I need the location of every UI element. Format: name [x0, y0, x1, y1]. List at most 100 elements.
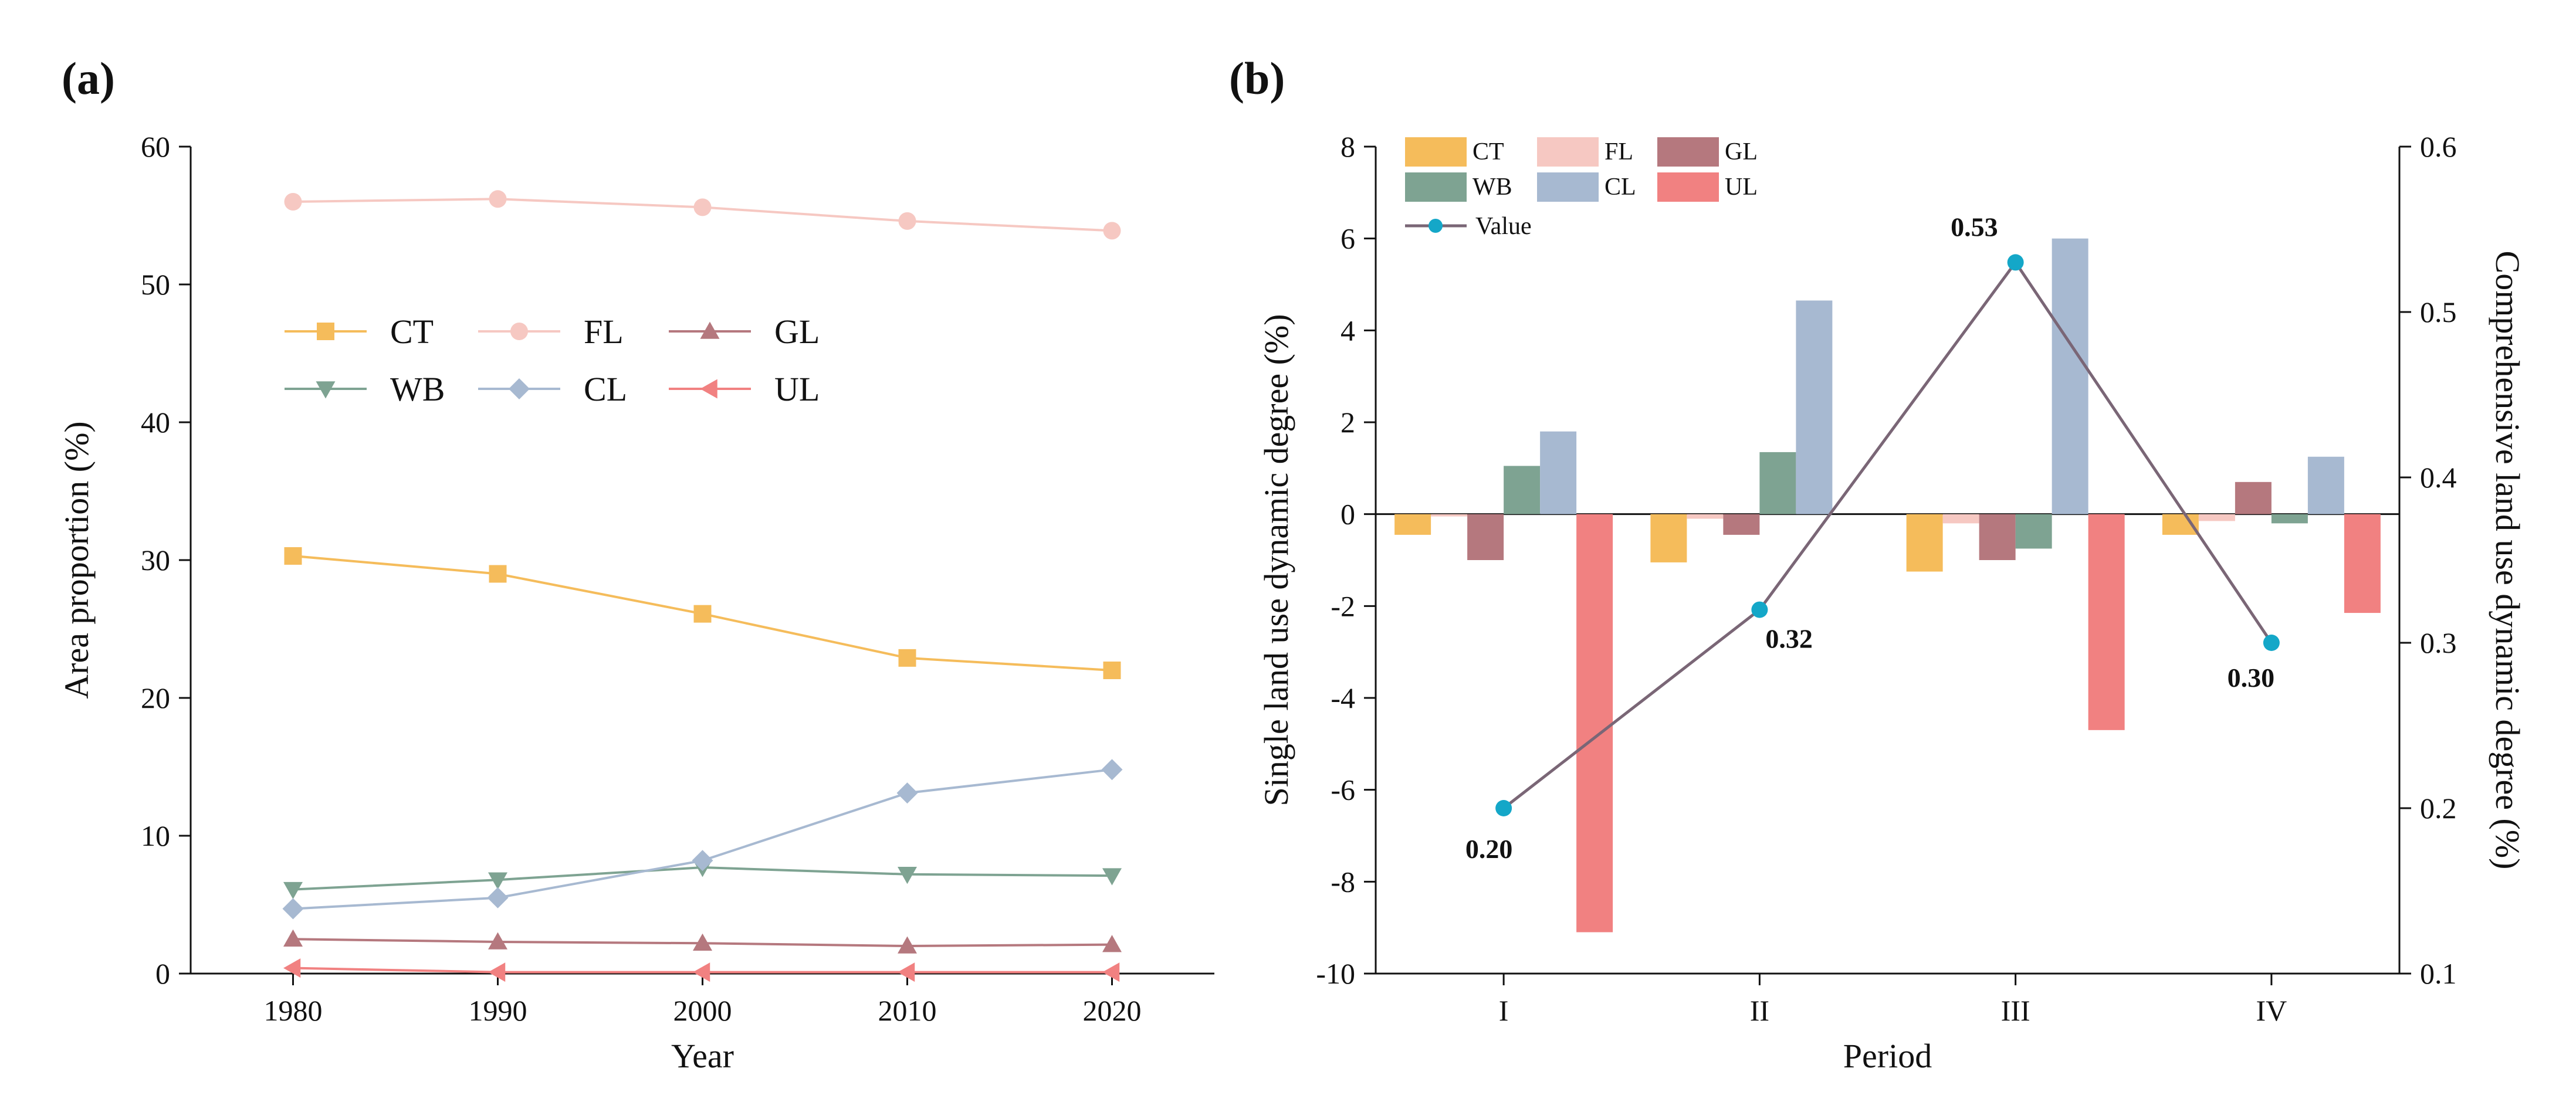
bar-wb: [1504, 466, 1541, 514]
legend-marker-gl: [700, 321, 720, 339]
point-ct: [693, 605, 712, 623]
legend-label-cl: CL: [584, 370, 627, 408]
point-ul: [283, 958, 301, 978]
legend-label-gl: GL: [1725, 138, 1758, 165]
point-ul: [488, 962, 506, 982]
bar-gl: [2235, 482, 2272, 514]
bar-ct: [1906, 514, 1943, 572]
legend-label-ul: UL: [774, 370, 820, 408]
legend-label-wb: WB: [390, 370, 445, 408]
legend-label-ul: UL: [1725, 174, 1758, 201]
y-tick-label: 2: [1341, 406, 1355, 439]
point-wb: [488, 872, 507, 890]
point-gl: [693, 933, 712, 951]
bar-gl: [1723, 514, 1760, 535]
y-tick-label: 30: [141, 544, 170, 577]
bar-fl: [1431, 514, 1468, 517]
legend-label-fl: FL: [584, 313, 624, 351]
point-cl: [487, 887, 509, 908]
y-tick-label: 20: [141, 681, 170, 714]
x-tick-label: IV: [2256, 994, 2287, 1027]
point-ul: [898, 962, 915, 982]
point-gl: [488, 932, 507, 950]
point-cl: [282, 898, 304, 920]
y-axis-title: Single land use dynamic degree (%): [1257, 314, 1295, 806]
point-fl: [693, 198, 712, 216]
value-data-label: 0.20: [1465, 834, 1513, 864]
bar-wb: [1759, 452, 1796, 514]
x-axis-title: Period: [1843, 1037, 1932, 1075]
legend-swatch-ul: [1657, 172, 1719, 202]
bar-ct: [1394, 514, 1431, 535]
bar-gl: [1979, 514, 2016, 560]
legend-marker-ct: [317, 323, 334, 340]
bar-ul: [2344, 514, 2381, 613]
y-tick-label: 4: [1341, 314, 1355, 347]
x-tick-label: 2000: [673, 994, 732, 1027]
legend-marker-fl: [510, 323, 528, 340]
legend-label-wb: WB: [1473, 174, 1512, 201]
point-fl: [284, 193, 302, 211]
value-data-label: 0.32: [1765, 624, 1813, 654]
bar-cl: [1540, 431, 1577, 514]
value-point: [1495, 800, 1512, 816]
y-tick-label: 50: [141, 268, 170, 301]
point-ct: [284, 547, 302, 565]
x-tick-label: 1980: [264, 994, 323, 1027]
bar-cl: [2052, 238, 2088, 514]
point-gl: [898, 936, 917, 954]
value-point: [2007, 254, 2024, 271]
bar-fl: [1942, 514, 1979, 524]
legend-label-ct: CT: [390, 313, 434, 351]
value-data-label: 0.53: [1951, 212, 1998, 242]
point-ul: [1102, 962, 1120, 982]
legend-label-fl: FL: [1605, 138, 1633, 165]
point-fl: [898, 212, 916, 230]
bar-cl: [1796, 300, 1833, 514]
y2-tick-label: 0.4: [2420, 461, 2457, 494]
point-gl: [283, 929, 303, 947]
y-tick-label: 60: [141, 130, 170, 163]
legend-swatch-wb: [1405, 172, 1467, 202]
x-tick-label: 1990: [469, 994, 527, 1027]
y-tick-label: 6: [1341, 222, 1355, 255]
bar-cl: [2307, 456, 2344, 514]
bar-ct: [1650, 514, 1687, 562]
y2-tick-label: 0.2: [2420, 792, 2457, 825]
x-tick-label: I: [1499, 994, 1509, 1027]
x-tick-label: III: [2001, 994, 2030, 1027]
legend-label-gl: GL: [774, 313, 820, 351]
series-line-cl: [293, 768, 1112, 910]
bar-gl: [1467, 514, 1504, 560]
legend-label-cl: CL: [1605, 174, 1636, 201]
bar-ul: [1576, 514, 1613, 933]
y-tick-label: 10: [141, 819, 170, 852]
point-cl: [896, 782, 918, 804]
bar-fl: [2198, 514, 2235, 521]
value-point: [2263, 635, 2280, 651]
x-tick-label: II: [1750, 994, 1769, 1027]
value-point: [1751, 601, 1768, 618]
point-fl: [1103, 222, 1121, 240]
legend-marker-cl: [509, 378, 530, 399]
point-gl: [1102, 935, 1122, 952]
panel-b-label: (b): [1229, 53, 1285, 104]
bar-fl: [1687, 514, 1724, 519]
legend-marker-ul: [700, 379, 717, 399]
y2-tick-label: 0.6: [2420, 130, 2457, 163]
point-ul: [693, 962, 710, 982]
y2-axis-title: Comprehensive land use dynamic degree (%…: [2489, 251, 2527, 870]
y-tick-label: -8: [1331, 865, 1355, 898]
y-tick-label: 0: [155, 957, 170, 990]
y-tick-label: -4: [1331, 681, 1355, 714]
legend-marker-wb: [316, 381, 336, 399]
legend-marker-value: [1429, 219, 1443, 233]
y-axis-title: Area proportion (%): [57, 421, 96, 699]
point-cl: [1101, 759, 1123, 781]
value-data-label: 0.30: [2228, 663, 2275, 693]
legend-swatch-fl: [1537, 137, 1599, 167]
y-tick-label: 8: [1341, 130, 1355, 163]
value-line: [1502, 260, 2273, 809]
